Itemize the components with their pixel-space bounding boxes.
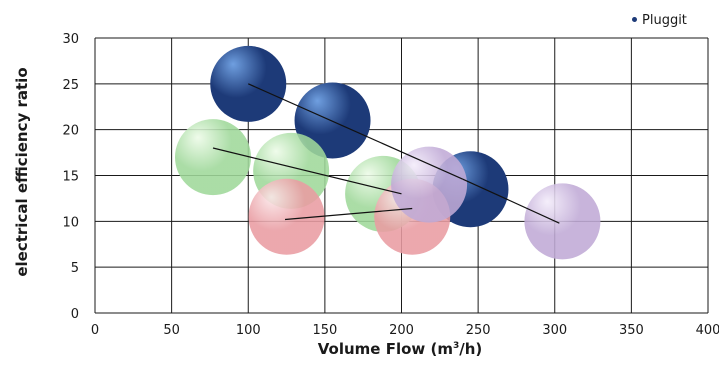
legend-marker-pluggit — [632, 17, 637, 22]
connector-line-series-2 — [212, 147, 402, 195]
x-axis-label-post: /h) — [459, 340, 483, 358]
bubbles — [175, 45, 601, 260]
x-tick-label: 350 — [619, 323, 644, 338]
connector-line-series-3 — [284, 207, 413, 221]
x-axis-label-pre: Volume Flow (m — [317, 340, 453, 358]
legend-label-pluggit: Pluggit — [642, 13, 687, 28]
tick-labels: 0 50 100 150 200 250 300 350 400 0 5 10 15 20 25 30 — [62, 32, 719, 338]
y-tick-label: 10 — [62, 215, 79, 230]
legend: Pluggit — [632, 13, 687, 28]
x-tick-label: 50 — [163, 323, 180, 338]
connector-line-pluggit — [248, 83, 464, 180]
y-tick-label: 15 — [62, 170, 79, 185]
connector-lines — [212, 83, 560, 224]
y-tick-label: 20 — [62, 124, 79, 139]
x-tick-label: 200 — [389, 323, 414, 338]
y-tick-label: 5 — [71, 261, 79, 276]
x-tick-label: 150 — [312, 323, 337, 338]
x-tick-label: 400 — [696, 323, 719, 338]
bubble-series-3 — [248, 178, 325, 255]
y-tick-label: 0 — [71, 307, 79, 322]
bubble-series-4 — [524, 183, 601, 260]
y-tick-label: 30 — [62, 32, 79, 47]
x-tick-label: 250 — [466, 323, 491, 338]
y-axis-label: electrical efficiency ratio — [13, 67, 31, 277]
x-tick-label: 0 — [91, 323, 99, 338]
x-axis-label: Volume Flow (m3/h) — [318, 340, 482, 358]
connector-line-pluggit — [462, 178, 560, 224]
x-tick-label: 100 — [236, 323, 261, 338]
bubble-pluggit — [294, 82, 371, 159]
bubble-series-4 — [391, 146, 468, 223]
x-axis-label-sup: 3 — [452, 341, 460, 351]
bubble-series-2 — [175, 119, 252, 196]
y-tick-label: 25 — [62, 78, 79, 93]
x-tick-label: 300 — [542, 323, 567, 338]
